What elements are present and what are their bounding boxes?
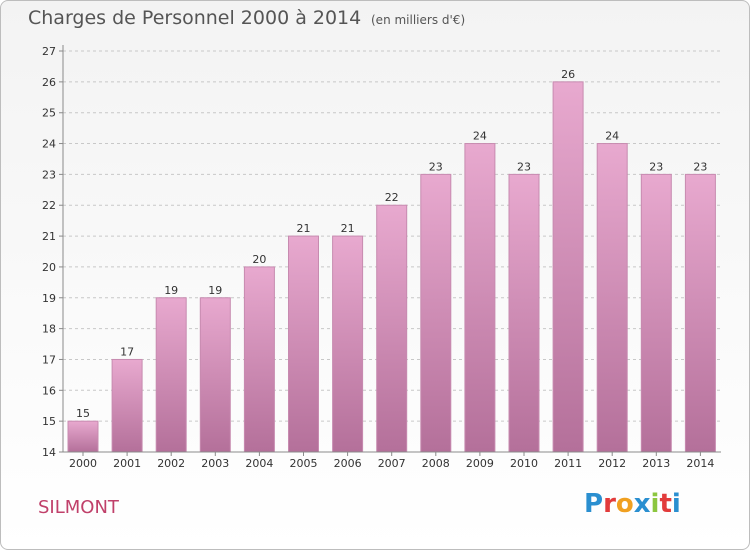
- bar-2007: [376, 204, 408, 453]
- bar-2000: [67, 420, 99, 453]
- x-tick-label: 2002: [157, 457, 185, 470]
- data-label: 23: [649, 160, 663, 173]
- x-tick-label: 2012: [598, 457, 626, 470]
- x-tick-label: 2011: [554, 457, 582, 470]
- x-tick-label: 2001: [113, 457, 141, 470]
- x-tick-label: 2014: [686, 457, 714, 470]
- bar-2011: [552, 81, 584, 453]
- y-tick-label: 18: [42, 323, 56, 336]
- bar-2008: [420, 173, 452, 453]
- data-label: 21: [341, 222, 355, 235]
- logo-letter: t: [659, 489, 672, 519]
- data-label: 23: [693, 160, 707, 173]
- x-tick-label: 2007: [378, 457, 406, 470]
- bars: [67, 81, 716, 453]
- data-label: 17: [120, 345, 134, 358]
- bar-2001: [111, 358, 143, 453]
- logo-letter: i: [671, 489, 681, 519]
- x-tick-label: 2006: [334, 457, 362, 470]
- logo-letter: o: [615, 489, 634, 519]
- town-name: SILMONT: [38, 497, 119, 518]
- data-label: 22: [385, 191, 399, 204]
- y-tick-label: 21: [42, 230, 56, 243]
- bar-2012: [596, 143, 628, 453]
- logo-letter: P: [584, 489, 604, 519]
- chart-subtitle: (en milliers d'€): [371, 13, 466, 27]
- data-label: 26: [561, 68, 575, 81]
- y-tick-label: 25: [42, 107, 56, 120]
- data-label: 19: [164, 284, 178, 297]
- y-tick-label: 15: [42, 415, 56, 428]
- x-tick-label: 2009: [466, 457, 494, 470]
- y-tick-label: 16: [42, 384, 56, 397]
- y-tick-label: 26: [42, 76, 56, 89]
- data-label: 15: [76, 407, 90, 420]
- data-label: 19: [208, 284, 222, 297]
- bar-2004: [243, 266, 275, 453]
- y-tick-label: 19: [42, 292, 56, 305]
- bar-2010: [508, 173, 540, 453]
- logo-letter: x: [633, 489, 651, 519]
- data-label: 24: [605, 130, 619, 143]
- y-tick-label: 27: [42, 45, 56, 58]
- y-tick-label: 23: [42, 168, 56, 181]
- bar-2014: [684, 173, 716, 453]
- x-tick-label: 2004: [245, 457, 273, 470]
- data-label: 21: [297, 222, 311, 235]
- data-label: 23: [429, 160, 443, 173]
- x-tick-label: 2000: [69, 457, 97, 470]
- bar-2003: [199, 297, 231, 453]
- bar-2013: [640, 173, 672, 453]
- data-label: 20: [252, 253, 266, 266]
- y-tick-label: 20: [42, 261, 56, 274]
- axes: 14 15 16 17 18 19 20 21 22 23 24 25 26 27 2000 2001 2002…: [42, 45, 721, 470]
- proxiti-logo: Proxiti: [584, 489, 681, 519]
- x-tick-label: 2008: [422, 457, 450, 470]
- bar-2006: [332, 235, 364, 453]
- logo-letter: i: [650, 489, 660, 519]
- y-tick-label: 24: [42, 138, 56, 151]
- x-tick-label: 2010: [510, 457, 538, 470]
- data-labels: 15 17 19 19 20 21 21 22 23 24 23 26 24 23 23: [76, 68, 707, 420]
- y-tick-label: 17: [42, 353, 56, 366]
- data-label: 24: [473, 130, 487, 143]
- y-tick-label: 22: [42, 199, 56, 212]
- bar-2009: [464, 143, 496, 453]
- chart-title: Charges de Personnel 2000 à 2014: [28, 7, 362, 29]
- logo-letter: r: [603, 489, 616, 519]
- y-tick-label: 14: [42, 446, 56, 459]
- data-label: 23: [517, 160, 531, 173]
- bar-2002: [155, 297, 187, 453]
- x-tick-label: 2005: [290, 457, 318, 470]
- x-tick-label: 2003: [201, 457, 229, 470]
- x-tick-label: 2013: [642, 457, 670, 470]
- bar-2005: [288, 235, 319, 453]
